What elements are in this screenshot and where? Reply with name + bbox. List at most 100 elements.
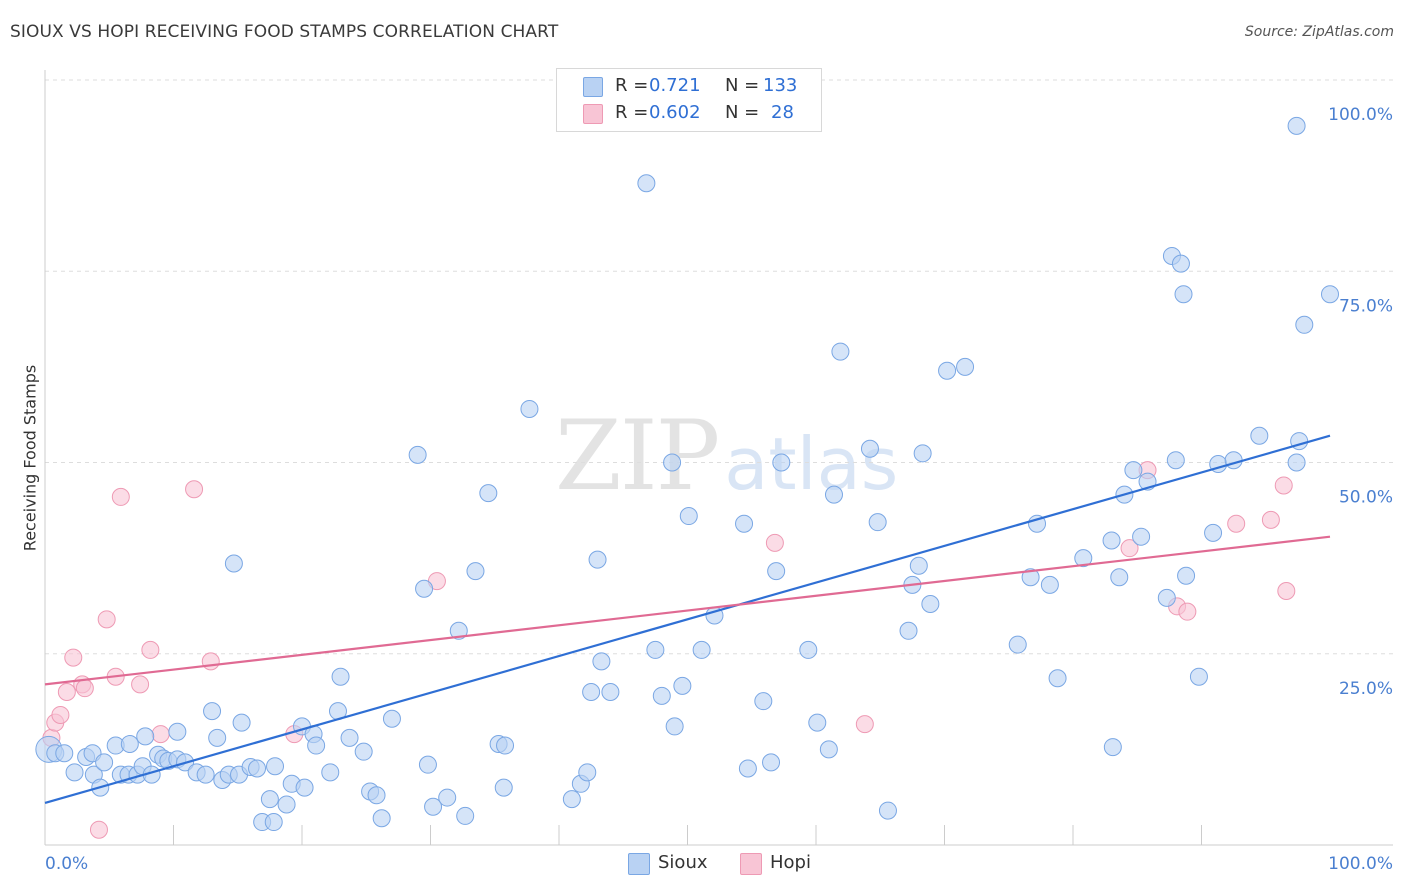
sioux-point [1171,254,1190,273]
sioux-point [494,778,513,797]
hopi-point [51,705,70,724]
sioux-point [248,759,267,778]
axes-layer [44,70,1393,846]
sioux-point [588,550,607,569]
hopi-point [1120,539,1139,558]
trend-layer [44,434,1331,804]
sioux-point [673,676,692,695]
sioux-point [1074,549,1093,568]
ticks-layer [173,825,1202,845]
sioux-point [799,640,818,659]
sioux-point [1177,566,1196,585]
x-tick-label-min: 0.0% [45,854,88,874]
y-tick-label-25: 25.0% [1339,679,1393,699]
sioux-point [65,763,84,782]
hopi-point [1274,476,1293,495]
sioux-point [665,717,684,736]
sioux-point [646,640,665,659]
sioux-point [692,640,711,659]
bottom-hopi-label: Hopi [770,852,811,873]
hopi-point [141,640,160,659]
sioux-point [1008,635,1027,654]
sioux-point [168,722,187,741]
sioux-point [637,174,656,193]
hopi-point [1277,582,1296,601]
chart-title: SIOUX VS HOPI RECEIVING FOOD STAMPS CORR… [10,22,559,42]
hopi-point [151,725,170,744]
sioux-point [1102,531,1121,550]
hopi-point [64,648,83,667]
sioux-point [277,795,296,814]
sioux-point [1132,527,1151,546]
y-tick-label-75: 75.0% [1339,296,1393,316]
sioux-point [578,763,597,782]
hopi-r-label: R = [615,102,649,123]
sioux-point [868,513,887,532]
sioux-point [1040,575,1059,594]
sioux-point [1048,669,1067,688]
hopi-point [855,715,874,734]
sioux-point [479,484,498,503]
hopi-point [1261,510,1280,529]
sioux-point [679,507,698,526]
sioux-r-label: R = [615,75,649,96]
hopi-swatch [583,104,603,124]
sioux-point [831,342,850,361]
sioux-point [367,786,386,805]
sioux-point [331,667,350,686]
sioux-point [95,753,114,772]
sioux-point [424,797,443,816]
sioux-point [520,399,539,418]
labels-layer: 25.0% 50.0% 75.0% 100.0% 0.0% 100.0% [45,105,1393,874]
hopi-point [97,610,116,629]
sioux-point [466,562,485,581]
sioux-point [878,801,897,820]
hopi-n-value: 28 [771,102,794,123]
hopi-point [111,487,130,506]
sioux-point [582,683,601,701]
hopi-point [75,679,94,698]
sioux-point [340,728,359,747]
hopi-point [131,675,150,694]
sioux-point [266,757,285,776]
sioux-point [136,727,155,746]
sioux-point [438,788,457,807]
hopi-r-value: 0.602 [649,102,701,123]
sioux-point [913,444,932,463]
sioux-point [819,740,838,759]
grid-layer [45,79,1393,655]
sioux-point [1157,588,1176,607]
sioux-point [1110,568,1129,587]
sioux-point [754,692,773,711]
correlation-legend: R = 0.721 N = 133 R = 0.602 N = 28 [556,68,822,132]
hopi-point [57,683,76,701]
sioux-point [767,562,786,581]
sioux-point [601,683,620,701]
sioux-point [735,514,754,533]
sioux-point [208,728,227,747]
sioux-point [899,621,918,640]
sioux-point [738,759,757,778]
sioux-point [1189,667,1208,686]
sioux-n-value: 133 [763,75,798,96]
sioux-point [824,485,843,504]
sioux-point [1166,451,1185,470]
hopi-point [1178,602,1197,621]
points-layer [35,116,1339,839]
sioux-point [652,686,671,705]
source-label: Source: ZipAtlas.com [1244,24,1394,40]
sioux-point [938,361,957,380]
hopi-trend-line [44,535,1331,686]
sioux-point [1021,568,1040,587]
sioux-point [1287,453,1306,472]
hopi-point [765,533,784,552]
sioux-point [382,709,401,728]
sioux-point [295,778,314,797]
sioux-point [260,790,279,809]
sioux-point [1250,426,1269,445]
sioux-point [224,554,243,573]
sioux-point [321,763,340,782]
sioux-point [909,556,928,575]
x-tick-label-max: 100.0% [1328,854,1393,874]
